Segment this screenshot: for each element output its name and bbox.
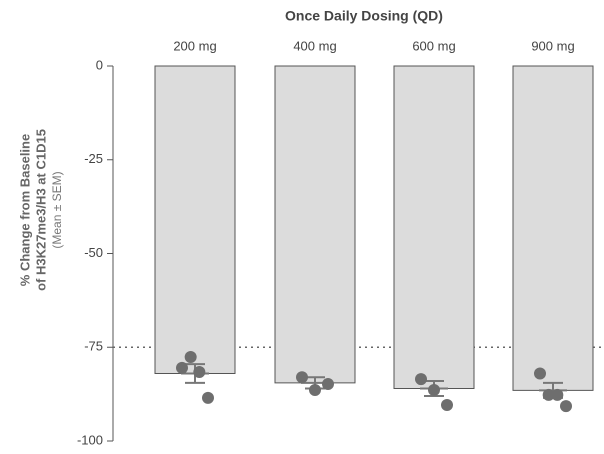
bar bbox=[274, 65, 356, 384]
y-label-line: (Mean ± SEM) bbox=[50, 171, 64, 248]
data-point bbox=[441, 399, 453, 411]
y-label-line: of H3K27me3/H3 at C1D15 bbox=[33, 129, 48, 291]
data-point bbox=[428, 384, 440, 396]
y-tick-label: -25 bbox=[84, 151, 103, 166]
bar bbox=[393, 65, 475, 389]
data-point bbox=[415, 373, 427, 386]
y-axis-label: % Change from Baseline of H3K27me3/H3 at… bbox=[17, 129, 64, 291]
data-point bbox=[193, 366, 206, 378]
x-tick-label: 200 mg bbox=[173, 38, 216, 53]
data-point bbox=[176, 361, 188, 374]
data-point bbox=[542, 388, 555, 401]
data-point bbox=[296, 371, 308, 384]
y-label-line: % Change from Baseline bbox=[17, 134, 32, 286]
data-point bbox=[560, 400, 572, 413]
y-tick-label: -50 bbox=[84, 245, 103, 260]
data-point bbox=[551, 388, 564, 401]
bar bbox=[512, 65, 594, 391]
x-tick-label: 900 mg bbox=[531, 38, 574, 53]
data-point bbox=[309, 384, 321, 396]
y-tick-label: -75 bbox=[84, 339, 103, 354]
x-tick-label: 400 mg bbox=[293, 38, 336, 53]
data-point bbox=[184, 351, 197, 363]
data-point bbox=[322, 378, 334, 390]
data-point bbox=[534, 367, 546, 380]
y-tick-label: 0 bbox=[96, 57, 103, 72]
chart-title: Once Daily Dosing (QD) bbox=[285, 8, 443, 24]
data-point bbox=[202, 391, 214, 404]
y-tick-label: -100 bbox=[77, 432, 103, 447]
x-tick-label: 600 mg bbox=[412, 38, 455, 53]
bar bbox=[154, 65, 236, 374]
